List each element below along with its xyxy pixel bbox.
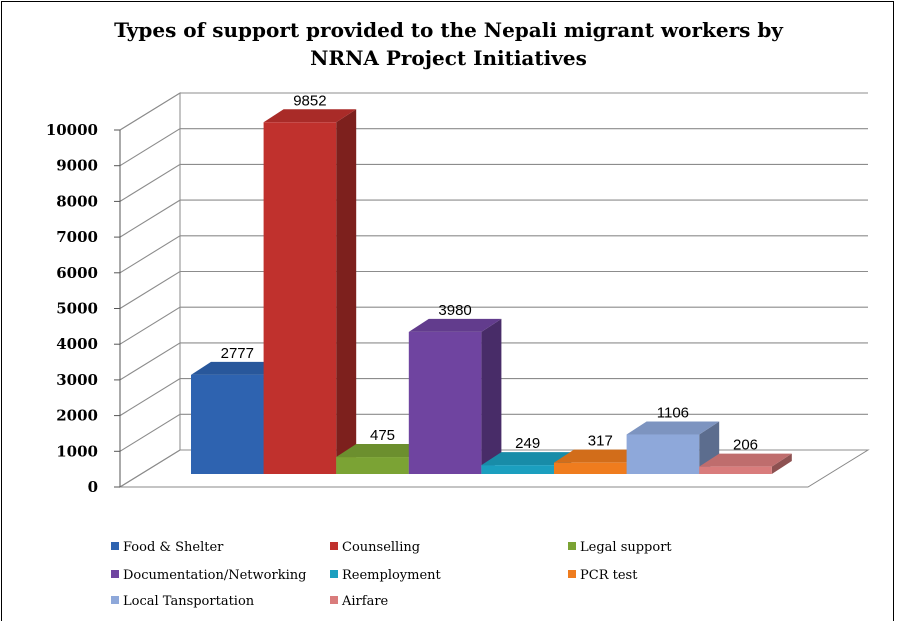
y-tick-label-2000: 2000 bbox=[56, 407, 98, 425]
bar-top-7 bbox=[699, 453, 792, 467]
bar-top-4 bbox=[481, 452, 574, 466]
legend-swatch-1 bbox=[330, 542, 338, 550]
bar-side-7 bbox=[771, 453, 792, 474]
gridline-2000 bbox=[119, 378, 868, 417]
gridline-6000 bbox=[119, 235, 868, 274]
gridline-4000 bbox=[119, 306, 868, 345]
y-tick-label-0: 0 bbox=[88, 478, 98, 496]
legend-item-0: Food & Shelter bbox=[111, 540, 224, 555]
legend-label-3: Documentation/Networking bbox=[123, 568, 306, 583]
legend-item-3: Documentation/Networking bbox=[111, 568, 306, 583]
legend-label-1: Counselling bbox=[342, 540, 420, 555]
legend-label-5: PCR test bbox=[580, 568, 638, 583]
legend-label-4: Reemployment bbox=[342, 568, 442, 583]
data-label-4: 249 bbox=[515, 435, 540, 452]
gridline-9000 bbox=[119, 128, 868, 167]
legend-item-5: PCR test bbox=[568, 568, 638, 583]
legend-label-7: Airfare bbox=[341, 594, 389, 609]
bar-top-1 bbox=[263, 109, 357, 123]
bar-front-5 bbox=[554, 462, 627, 474]
legend-label-2: Legal support bbox=[580, 540, 672, 555]
gridline-7000 bbox=[119, 199, 868, 238]
bar-1 bbox=[263, 109, 357, 474]
chart-title-line-2: NRNA Project Initiatives bbox=[310, 46, 587, 70]
legend-item-7: Airfare bbox=[330, 594, 389, 609]
legend-swatch-3 bbox=[111, 570, 119, 578]
y-axis: 0 1000 2000 3000 4000 5000 6000 7000 8000 9000 100… bbox=[46, 121, 121, 496]
y-tick-label-7000: 7000 bbox=[56, 228, 98, 246]
bar-front-6 bbox=[626, 434, 700, 474]
legend-label-0: Food & Shelter bbox=[123, 540, 224, 555]
legend-swatch-0 bbox=[111, 542, 119, 550]
bar-top-6 bbox=[626, 421, 720, 435]
legend-swatch-5 bbox=[568, 570, 576, 578]
bar-side-3 bbox=[481, 318, 502, 474]
y-tick-label-8000: 8000 bbox=[56, 192, 98, 210]
chart-title-line-1: Types of support provided to the Nepali … bbox=[114, 18, 783, 42]
y-tick-label-10000: 10000 bbox=[46, 121, 98, 139]
data-label-3: 3980 bbox=[438, 302, 471, 319]
chart-title: Types of support provided to the Nepali … bbox=[0, 16, 897, 72]
legend: Food & Shelter Counselling Legal support Do… bbox=[111, 540, 672, 609]
bars bbox=[191, 109, 792, 474]
gridline-8000 bbox=[119, 163, 868, 202]
data-labels: 2777 9852 475 3980 249 317 1106 206 bbox=[221, 92, 758, 453]
gridlines bbox=[119, 92, 868, 488]
legend-item-6: Local Tansportation bbox=[111, 594, 255, 609]
bar-7 bbox=[699, 453, 792, 474]
legend-swatch-6 bbox=[111, 596, 119, 604]
data-label-0: 2777 bbox=[221, 345, 254, 362]
bar-top-0 bbox=[191, 361, 284, 375]
y-tick-label-5000: 5000 bbox=[56, 300, 98, 318]
bar-top-2 bbox=[336, 444, 429, 458]
bar-front-3 bbox=[408, 331, 482, 474]
legend-item-4: Reemployment bbox=[330, 568, 442, 583]
bar-top-5 bbox=[554, 449, 647, 463]
bar-front-4 bbox=[481, 465, 554, 474]
bar-side-1 bbox=[336, 109, 357, 474]
gridline-1000 bbox=[119, 413, 868, 452]
legend-item-1: Counselling bbox=[330, 540, 420, 555]
data-label-7: 206 bbox=[733, 437, 758, 454]
bar-front-1 bbox=[263, 122, 337, 474]
bar-top-3 bbox=[408, 318, 502, 332]
legend-swatch-4 bbox=[330, 570, 338, 578]
data-label-5: 317 bbox=[588, 433, 613, 450]
legend-item-2: Legal support bbox=[568, 540, 672, 555]
legend-label-6: Local Tansportation bbox=[123, 594, 255, 609]
y-tick-label-9000: 9000 bbox=[56, 157, 98, 175]
bar-front-7 bbox=[699, 466, 772, 474]
y-tick-label-6000: 6000 bbox=[56, 264, 98, 282]
gridline-5000 bbox=[119, 270, 868, 309]
y-tick-label-1000: 1000 bbox=[56, 442, 98, 460]
gridline-3000 bbox=[119, 342, 868, 381]
data-label-2: 475 bbox=[370, 427, 395, 444]
legend-swatch-7 bbox=[330, 596, 338, 604]
bar-front-0 bbox=[191, 374, 264, 474]
data-label-1: 9852 bbox=[293, 92, 326, 109]
gridline-10000 bbox=[119, 92, 868, 131]
bar-6 bbox=[626, 421, 720, 474]
bar-3 bbox=[408, 318, 502, 474]
legend-swatch-2 bbox=[568, 542, 576, 550]
y-tick-label-3000: 3000 bbox=[56, 371, 98, 389]
data-label-6: 1106 bbox=[657, 405, 689, 422]
y-tick-label-4000: 4000 bbox=[56, 335, 98, 353]
bar-front-2 bbox=[336, 457, 409, 474]
